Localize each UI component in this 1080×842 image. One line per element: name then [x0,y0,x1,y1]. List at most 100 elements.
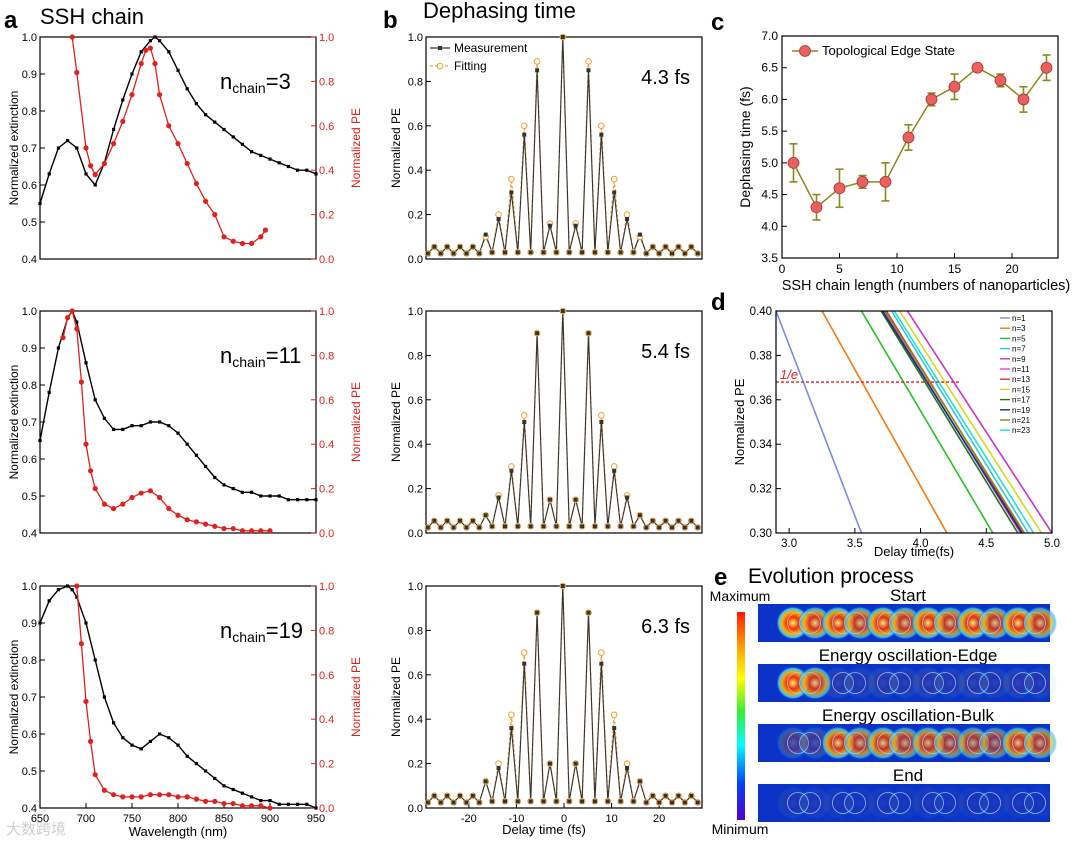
y-tick-label: 0.8 [408,350,423,362]
measurement-point [490,799,495,804]
x-axis-label: Wavelength (nm) [129,824,228,839]
panel-label-d: d [711,289,726,316]
pe-point [184,517,190,523]
pe-point [166,123,172,129]
measurement-point [554,524,559,529]
nanoparticle-outline [1024,732,1046,754]
stage-label: Energy oscillation-Edge [819,646,998,665]
measurement-point [502,799,507,804]
measurement-point [625,766,630,771]
x-axis-label: Delay time(fs) [874,544,954,559]
legend: Measurement Fitting [430,41,528,73]
measurement-point [432,518,437,523]
measurement-point [528,799,533,804]
extinction-point [47,172,51,176]
panel-label-b: b [383,7,398,34]
pe-point [157,792,163,798]
field-hotspot [1023,786,1057,820]
y-tick-label: 4.0 [761,219,778,233]
measurement-point [464,525,469,530]
y-tick-label: 0.32 [750,484,772,496]
pe-point [129,794,135,800]
measurement-point [599,132,604,137]
measurement-point [682,800,687,805]
fitting-point [598,412,605,419]
nanoparticle-outline [1024,612,1046,634]
spectrum-plot-1: 0.4 0.5 0.6 0.7 0.8 0.9 1.0 0.0 0.2 0.4 0.6 0.8 1.0 N… [7,32,363,266]
right-tick-label: 0.0 [319,528,334,540]
decay-line-n-5 [860,311,994,533]
right-axis-label: Normalized PE [349,382,363,462]
measurement-point [670,525,675,530]
annotation-prefix: n [220,618,232,643]
measurement-point [483,513,488,518]
measurement-point [657,800,662,805]
annotation-prefix: n [220,69,232,94]
extinction-point [194,453,198,457]
pe-point [83,145,89,151]
nanoparticle-outline [934,672,956,694]
legend-label: n=11 [1012,365,1030,374]
legend-label: n=1 [1012,314,1026,323]
series-line [792,66,1048,209]
extinction-point [112,427,116,431]
extinction-point [70,588,74,592]
measurement-point [502,250,507,255]
y-tick-label: 0.0 [408,803,423,815]
y-tick-label: 0.0 [408,528,423,540]
pe-point [60,335,66,341]
measurement-point [676,793,681,798]
pe-point [239,528,245,534]
extinction-point [213,475,217,480]
pe-point [129,494,135,501]
measurement-point [695,251,700,256]
colorbar-max-label: Maximum [710,588,771,604]
extinction-point [112,127,116,132]
extinction-point [139,424,143,428]
extinction-point [204,113,208,117]
annotation-subscript: chain [232,354,265,370]
extinction-point [47,390,51,394]
legend-label: Topological Edge State [822,43,955,58]
pe-point [88,468,94,474]
extinction-point [231,487,235,491]
nanoparticle-outline [1024,792,1046,814]
pe-point [69,308,75,314]
fitting-point [623,760,631,767]
legend-label: n=13 [1012,375,1031,384]
pe-point [212,523,218,529]
pe-point [239,240,245,247]
nanoparticle-outline [1024,672,1046,694]
left-tick-label: 0.7 [22,143,37,155]
extinction-point [250,795,254,799]
extinction-point [66,584,70,588]
colorbar [737,612,745,820]
extinction-point [158,420,162,424]
y-tick-label: 3.5 [761,251,778,265]
x-tick-label: 750 [123,813,141,825]
measurement-point [695,525,700,530]
fitting-point [495,760,502,767]
measurement-point [637,513,642,518]
extinction-point [93,658,97,662]
pe-line [62,309,270,532]
extinction-point [93,183,97,187]
pe-point [111,792,117,798]
fitting-point [508,711,515,719]
pe-point [111,140,117,147]
y-axis-label: Dephasing time (fs) [737,86,753,207]
pe-point [184,160,190,167]
left-tick-label: 1.0 [22,306,37,318]
fitting-point [610,175,618,183]
pe-point [203,521,209,527]
measurement-point [618,250,623,255]
extinction-point [38,201,42,206]
pe-point [249,803,255,809]
y-tick-label: 1.0 [408,32,423,44]
decay-line-n-7 [890,311,1030,533]
measurement-point [637,232,642,237]
annotation-suffix: =19 [266,618,303,643]
fitting-point [610,711,618,719]
extinction-point [56,588,60,592]
measurement-point [541,799,546,804]
